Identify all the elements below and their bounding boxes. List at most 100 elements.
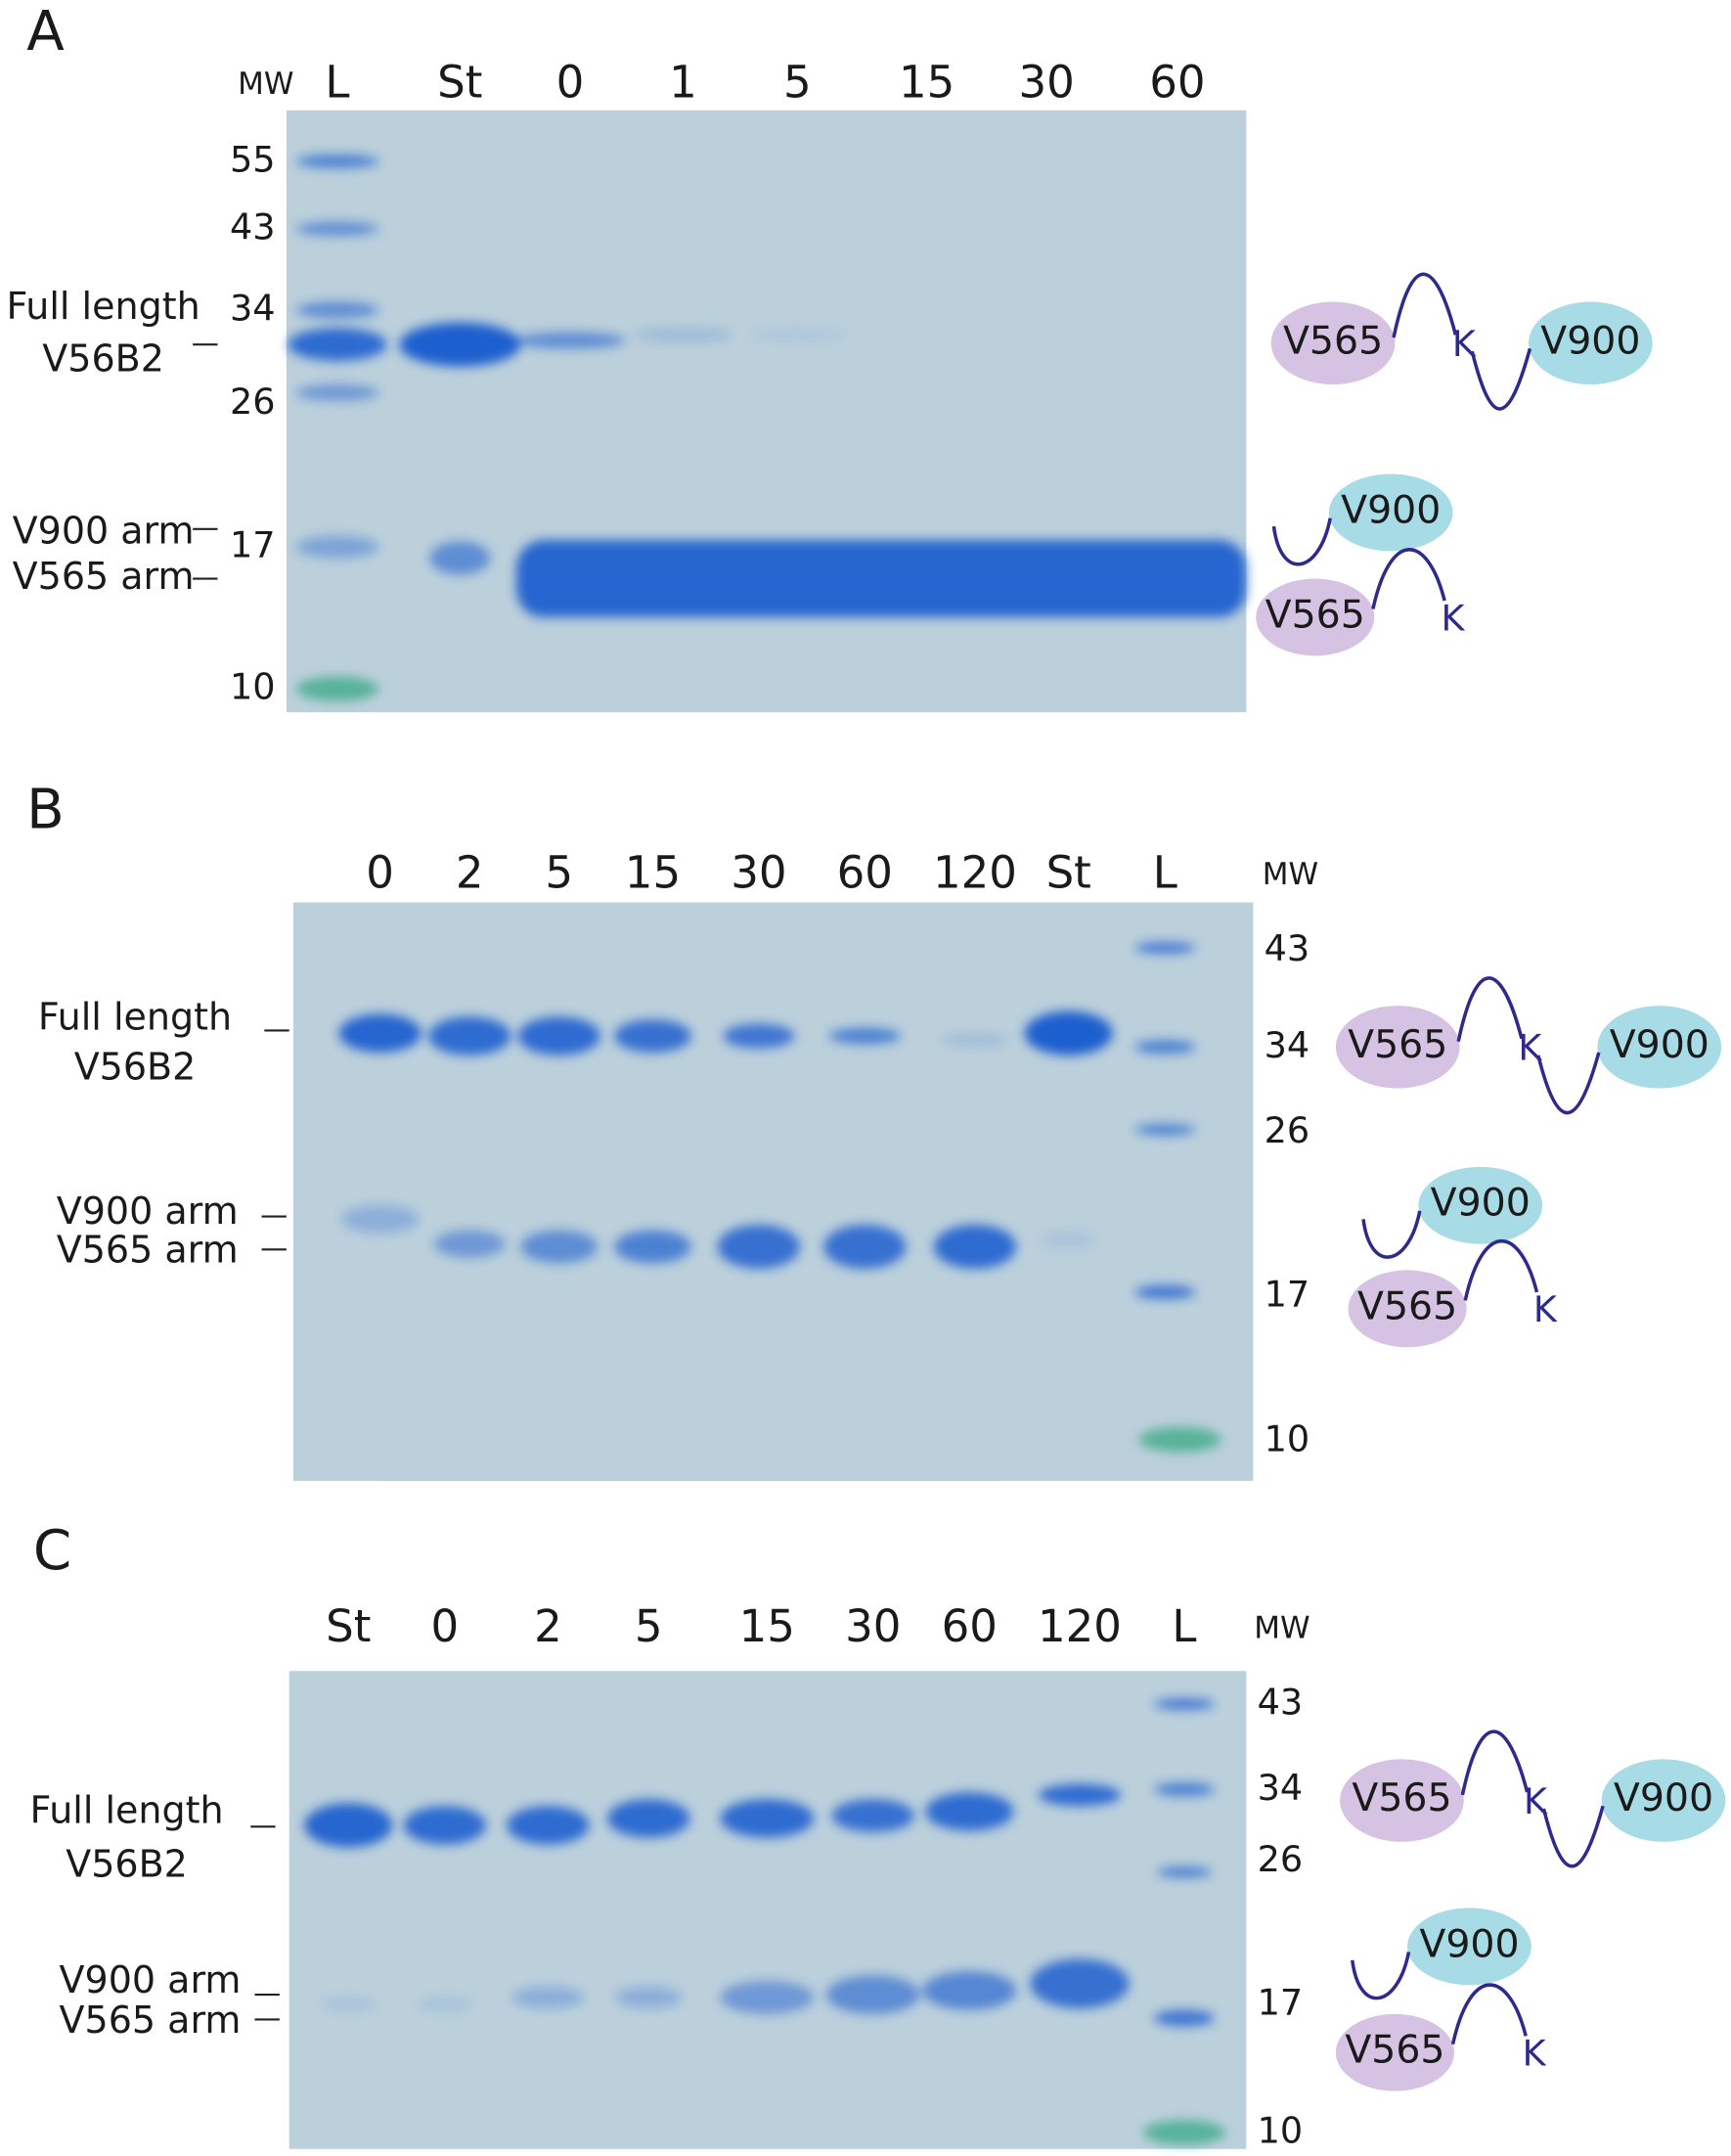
bands: [304, 1698, 1215, 2027]
band: [1138, 1426, 1221, 1453]
band-label: Full length: [7, 285, 200, 328]
band: [1038, 1783, 1122, 1807]
band: [517, 1016, 600, 1056]
linker: [1456, 976, 1601, 1115]
panel-label: B: [26, 779, 65, 842]
mw-marker: 43: [1258, 1681, 1304, 1723]
band: [511, 1986, 585, 2009]
mw-marker: 55: [230, 138, 276, 180]
band: [1154, 2009, 1215, 2027]
lane-label: 0: [366, 847, 394, 899]
band-label: V565 arm: [60, 1999, 242, 2042]
band: [1134, 1284, 1196, 1300]
band: [942, 1034, 1008, 1046]
band: [321, 1996, 377, 2013]
mw-marker: 26: [1265, 1109, 1310, 1151]
band: [295, 535, 379, 559]
band: [1156, 1866, 1213, 1878]
band-label: Full length: [38, 996, 232, 1039]
lane-label: 60: [1149, 56, 1205, 108]
linker: [1371, 548, 1446, 609]
lane-label: 0: [430, 1600, 459, 1652]
linker: [1361, 1210, 1422, 1259]
domain-label: V565: [1345, 2028, 1444, 2073]
lane-label: St: [437, 56, 482, 108]
band-label: V565 arm: [13, 555, 195, 598]
band: [1154, 1782, 1215, 1797]
mw-marker: 34: [1258, 1767, 1304, 1809]
mw-marker: 26: [1258, 1838, 1304, 1880]
band: [933, 1224, 1017, 1270]
mw-marker: 17: [1258, 1981, 1304, 2023]
domain-v900: [1601, 1759, 1726, 1842]
linker: [1463, 1238, 1539, 1301]
lane-label: 2: [534, 1600, 562, 1652]
band: [1030, 1958, 1130, 2009]
linker: [1392, 272, 1532, 411]
band-label: V565 arm: [57, 1229, 239, 1272]
band: [516, 540, 1247, 617]
band: [429, 541, 491, 575]
domain-v900: [1529, 301, 1653, 385]
band-label: V900 arm: [57, 1190, 239, 1233]
mw-marker: 10: [1258, 2109, 1304, 2151]
band: [433, 1230, 506, 1258]
band: [507, 1806, 590, 1845]
cut-site-label: K: [1533, 1288, 1558, 1330]
gel: [286, 110, 1247, 713]
linker: [1351, 1952, 1411, 2000]
domain-label: V565: [1265, 592, 1365, 637]
lane-label: 15: [739, 1600, 795, 1652]
band: [614, 1230, 691, 1264]
lane-label: 15: [625, 847, 681, 899]
panel-label: C: [33, 1519, 71, 1583]
band: [828, 1027, 901, 1045]
band: [417, 1996, 472, 2013]
band: [1134, 1040, 1196, 1055]
lane-label: L: [1153, 847, 1177, 899]
domain-label: V900: [1614, 1775, 1713, 1820]
band: [1134, 942, 1196, 954]
band: [288, 328, 387, 362]
domain-v565: [1348, 1270, 1467, 1348]
band-label: V56B2: [42, 337, 164, 381]
mw-header: MW: [1263, 857, 1318, 892]
lane-label: 5: [545, 847, 573, 899]
band: [403, 1806, 487, 1845]
domain-label: V900: [1540, 318, 1640, 363]
band: [1154, 1698, 1215, 1710]
mw-marker: 10: [230, 666, 276, 708]
band: [615, 1986, 683, 2009]
band: [606, 1799, 690, 1838]
band: [825, 1975, 920, 2014]
band: [823, 1224, 907, 1270]
linker: [1460, 1729, 1605, 1868]
band: [295, 676, 379, 701]
lane-label: St: [326, 1600, 371, 1652]
band: [633, 328, 733, 342]
gel: [288, 1671, 1247, 2149]
band: [427, 1016, 511, 1056]
linker: [1271, 517, 1332, 566]
lane-label: 5: [635, 1600, 663, 1652]
band: [720, 1799, 815, 1838]
lane-label: St: [1046, 847, 1091, 899]
mw-marker: 26: [230, 381, 276, 423]
mw-marker: 34: [230, 287, 276, 329]
domain-v900: [1597, 1006, 1722, 1089]
domain-v900: [1418, 1166, 1543, 1244]
cut-site-label: K: [1523, 2033, 1547, 2075]
lane-label: 60: [837, 847, 893, 899]
mw-marker: 43: [1265, 927, 1310, 969]
band: [304, 1803, 393, 1848]
bands: [288, 154, 1247, 617]
band: [925, 1792, 1014, 1831]
lane-label: 60: [942, 1600, 998, 1652]
panel: C St 0 2 5 15 30 60 120 L MW 43 34 26 17 10 Full length V…: [29, 1519, 1726, 2151]
cut-site-label: K: [1442, 597, 1466, 639]
band-label: V56B2: [66, 1843, 188, 1886]
lane-label: 0: [556, 56, 585, 108]
panel-label: A: [26, 0, 65, 64]
lane-label: 30: [731, 847, 786, 899]
panel: B 0 2 5 15 30 60 120 St L MW 43 34 26 17 10 Full length V…: [26, 779, 1722, 1481]
